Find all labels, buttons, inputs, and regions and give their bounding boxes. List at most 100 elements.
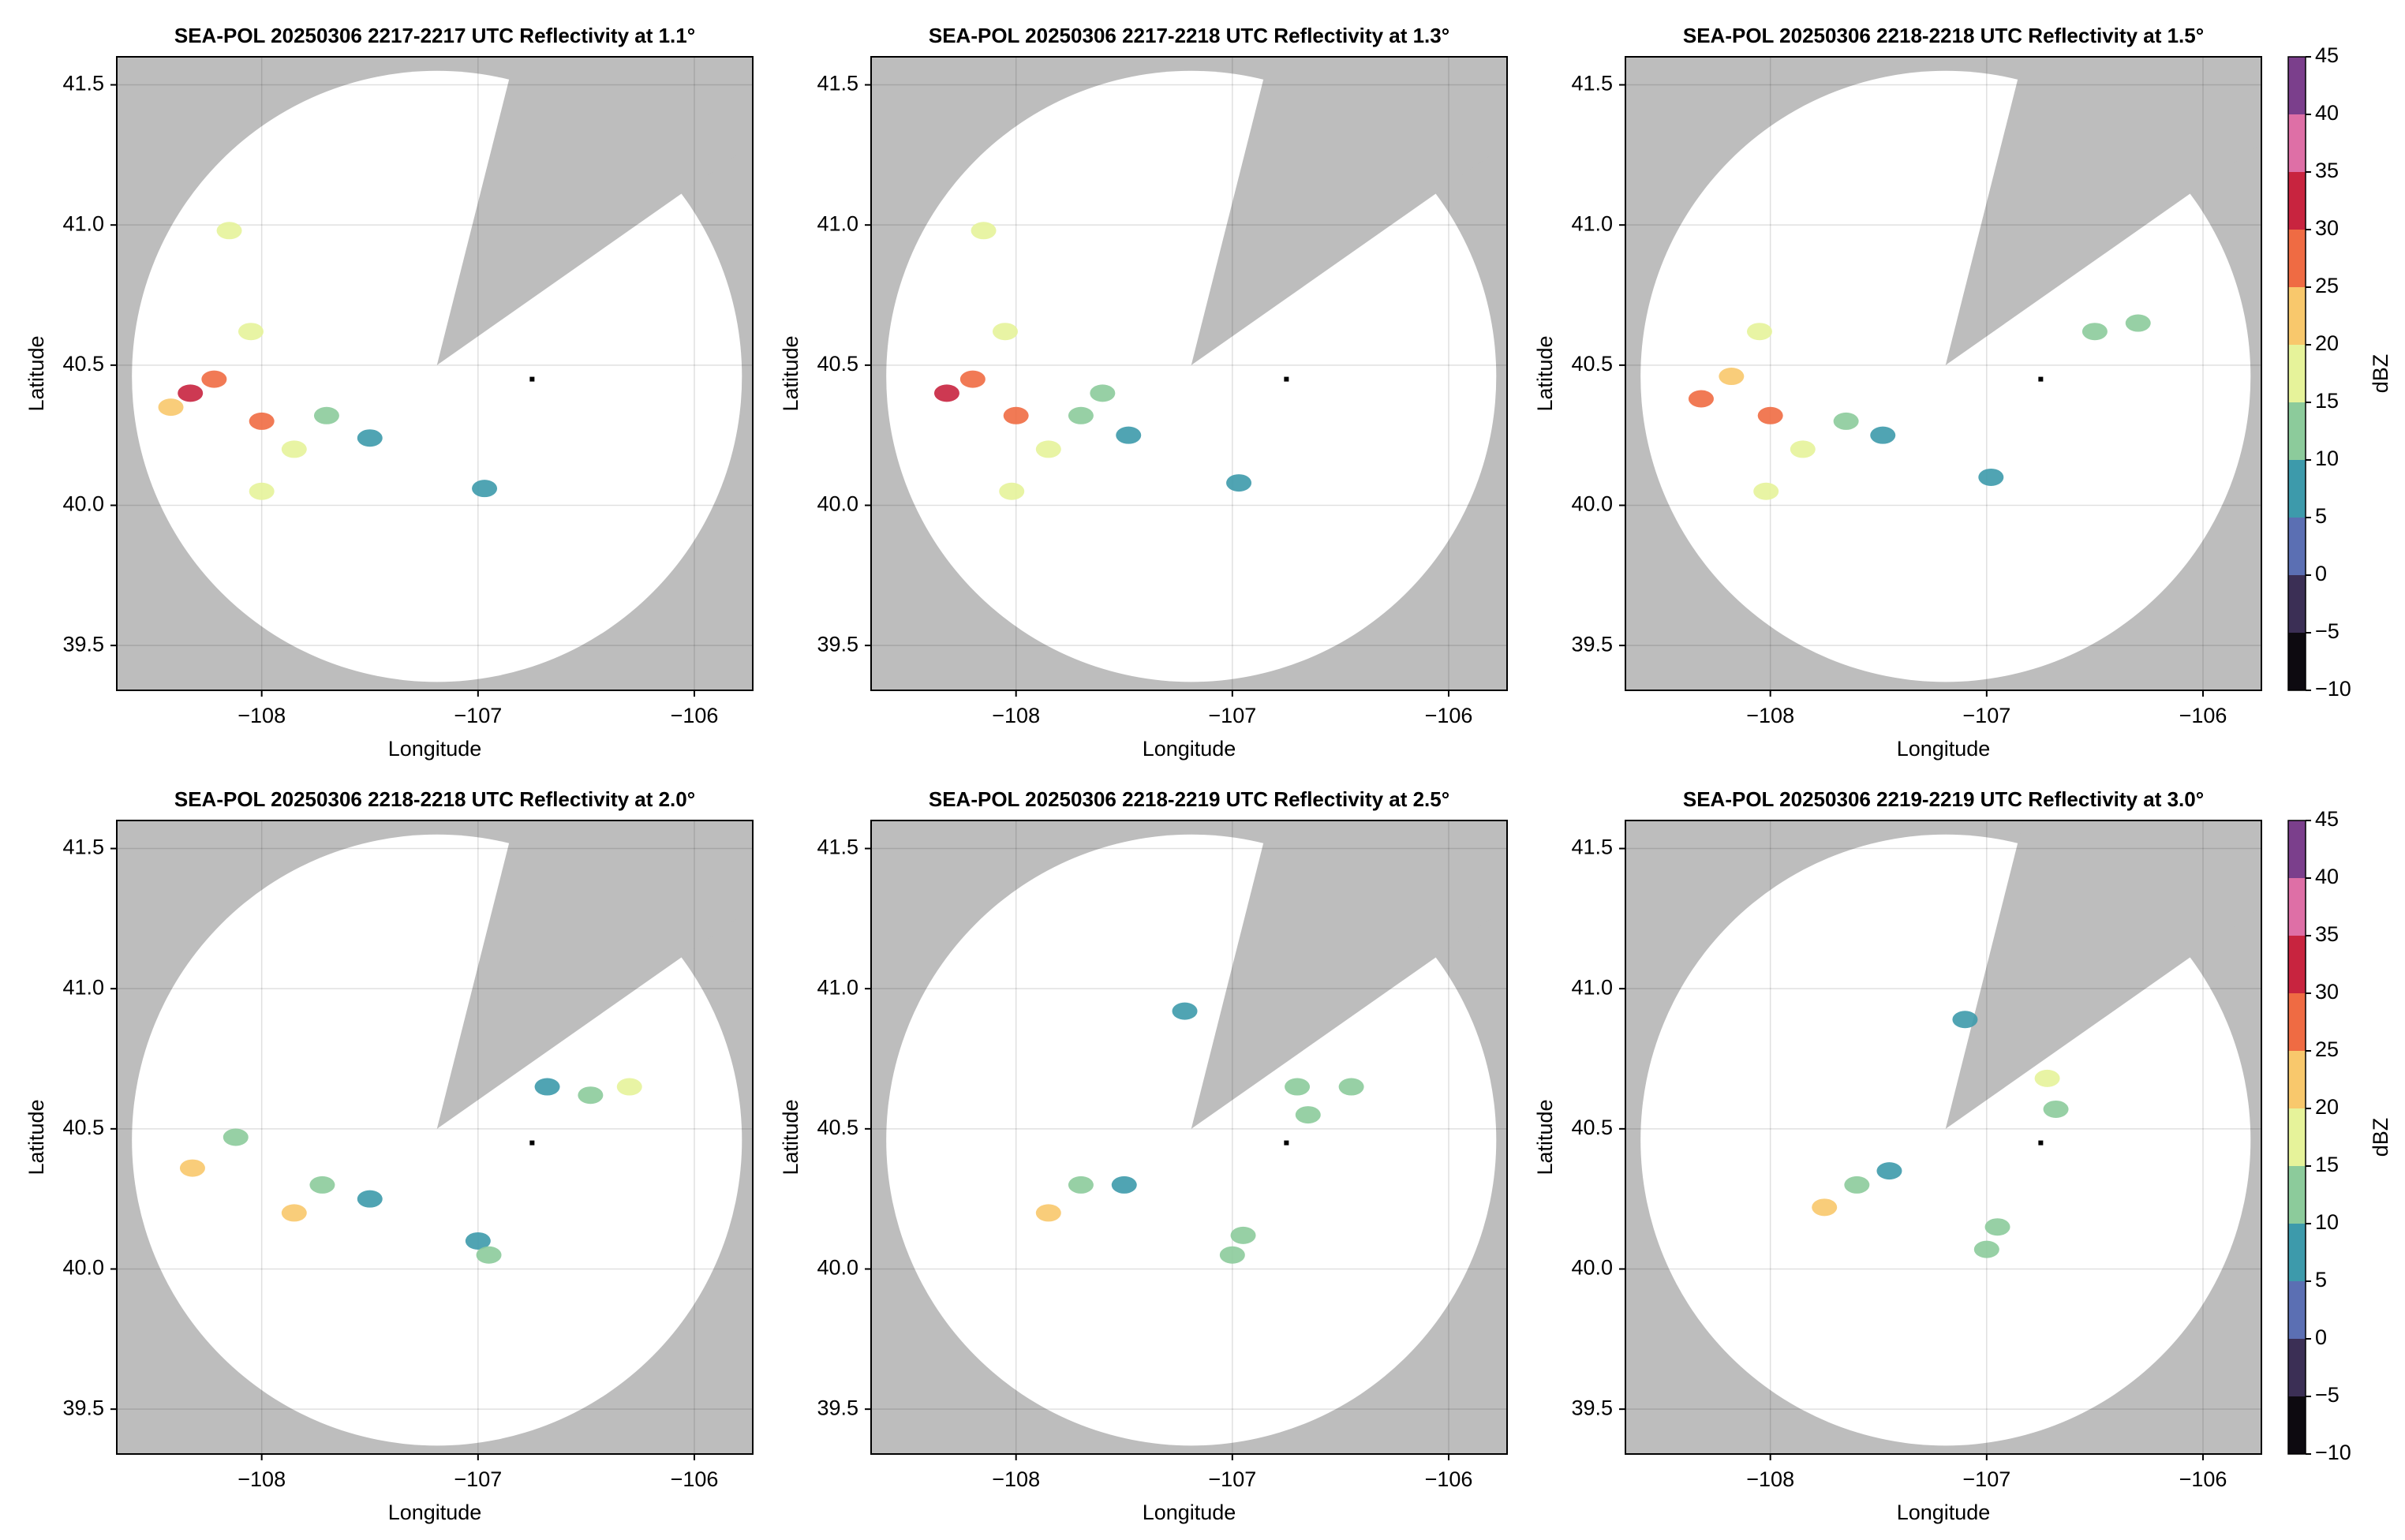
y-tick-label: 40.5	[1571, 1116, 1613, 1139]
echo	[1790, 440, 1816, 458]
y-tick-label: 41.5	[817, 72, 858, 95]
x-tick-label: −107	[454, 704, 502, 727]
site-marker	[529, 1140, 535, 1146]
y-tick-label: 41.0	[62, 975, 104, 999]
echo	[1719, 368, 1745, 386]
site-marker	[1284, 376, 1289, 382]
y-tick-label: 40.5	[817, 352, 858, 376]
echo	[249, 482, 275, 500]
y-tick-label: 40.0	[1571, 1256, 1613, 1280]
colorbar-segment	[2288, 1108, 2306, 1166]
colorbar-segment	[2288, 936, 2306, 993]
echo	[216, 222, 242, 240]
x-axis-label: Longitude	[388, 737, 482, 761]
echo	[313, 406, 339, 424]
echo	[201, 370, 227, 388]
echo	[2043, 1100, 2069, 1118]
echo	[476, 1246, 502, 1264]
colorbar-segment	[2288, 820, 2306, 878]
colorbar-tick-label: 35	[2315, 922, 2339, 946]
echo	[1870, 426, 1896, 444]
echo	[1116, 426, 1142, 444]
colorbar-segment	[2288, 460, 2306, 518]
colorbar-segment	[2288, 345, 2306, 402]
y-tick-label: 41.0	[62, 211, 104, 235]
y-tick-label: 41.0	[1571, 975, 1613, 999]
echo	[2081, 323, 2108, 341]
echo	[959, 370, 986, 388]
y-tick-label: 41.0	[817, 975, 858, 999]
echo	[1003, 406, 1029, 424]
colorbar-tick-label: 5	[2315, 1268, 2327, 1291]
echo	[578, 1086, 604, 1105]
blocked-sector	[1945, 57, 2261, 365]
echo	[933, 384, 959, 402]
echo	[1753, 482, 1779, 500]
echo	[534, 1078, 560, 1096]
echo	[472, 480, 498, 498]
echo	[1812, 1198, 1838, 1217]
echo	[1219, 1246, 1245, 1264]
blocked-sector	[436, 820, 753, 1129]
colorbar-tick-label: 45	[2315, 43, 2339, 67]
colorbar-tick-label: 25	[2315, 274, 2339, 297]
echo	[281, 1204, 307, 1222]
y-tick-label: 39.5	[62, 1396, 104, 1419]
colorbar-tick-label: 5	[2315, 504, 2327, 528]
site-marker	[2038, 376, 2044, 382]
axes-frame	[116, 820, 754, 1455]
echo	[1978, 468, 2004, 486]
site-marker	[529, 376, 535, 382]
y-tick-label: 41.0	[817, 211, 858, 235]
site-marker	[1284, 1140, 1289, 1146]
y-tick-label: 40.5	[62, 1116, 104, 1139]
echo	[223, 1128, 249, 1146]
colorbar-frame	[2287, 56, 2306, 691]
y-axis-label: Latitude	[779, 335, 802, 411]
y-axis-label: Latitude	[779, 1099, 802, 1175]
colorbar-tick-label: −5	[2315, 619, 2340, 643]
echo	[1035, 1204, 1061, 1222]
colorbar-tick-label: 30	[2315, 216, 2339, 240]
chart-title: SEA-POL 20250306 2219-2219 UTC Reflectiv…	[1683, 787, 2204, 811]
y-tick-label: 39.5	[1571, 632, 1613, 656]
echo	[999, 482, 1025, 500]
echo	[465, 1232, 491, 1250]
echo	[1952, 1011, 1978, 1029]
x-axis-label: Longitude	[388, 1501, 482, 1524]
x-tick-label: −106	[671, 704, 719, 727]
colorbar-segment	[2288, 172, 2306, 230]
x-tick-label: −108	[1746, 704, 1794, 727]
chart-title: SEA-POL 20250306 2218-2218 UTC Reflectiv…	[174, 787, 695, 811]
colorbar-segment	[2288, 114, 2306, 172]
x-axis-label: Longitude	[1897, 1501, 1991, 1524]
colorbar-segment	[2288, 633, 2306, 690]
y-tick-label: 41.0	[1571, 211, 1613, 235]
colorbar-segment	[2288, 57, 2306, 114]
echo	[971, 222, 997, 240]
y-tick-label: 40.0	[1571, 492, 1613, 516]
echo	[1746, 323, 1772, 341]
echo	[616, 1078, 642, 1096]
echo	[1226, 474, 1252, 492]
echo	[1035, 440, 1061, 458]
x-tick-label: −106	[1425, 704, 1473, 727]
colorbar-tick-label: 35	[2315, 159, 2339, 182]
blocked-sector	[1191, 57, 1507, 365]
y-axis-label: Latitude	[24, 335, 48, 411]
y-tick-label: 41.5	[62, 835, 104, 859]
x-axis-label: Longitude	[1897, 737, 1991, 761]
plot-area	[117, 820, 753, 1454]
y-tick-label: 39.5	[817, 1396, 858, 1419]
x-tick-label: −106	[671, 1467, 719, 1491]
x-axis-label: Longitude	[1143, 1501, 1236, 1524]
y-tick-label: 41.5	[62, 72, 104, 95]
blocked-sector	[1945, 820, 2261, 1129]
x-tick-label: −107	[454, 1467, 502, 1491]
y-tick-label: 40.0	[817, 492, 858, 516]
x-tick-label: −107	[1962, 1467, 2010, 1491]
y-tick-label: 39.5	[817, 632, 858, 656]
colorbar-segment	[2288, 575, 2306, 633]
echo	[1876, 1162, 1902, 1180]
